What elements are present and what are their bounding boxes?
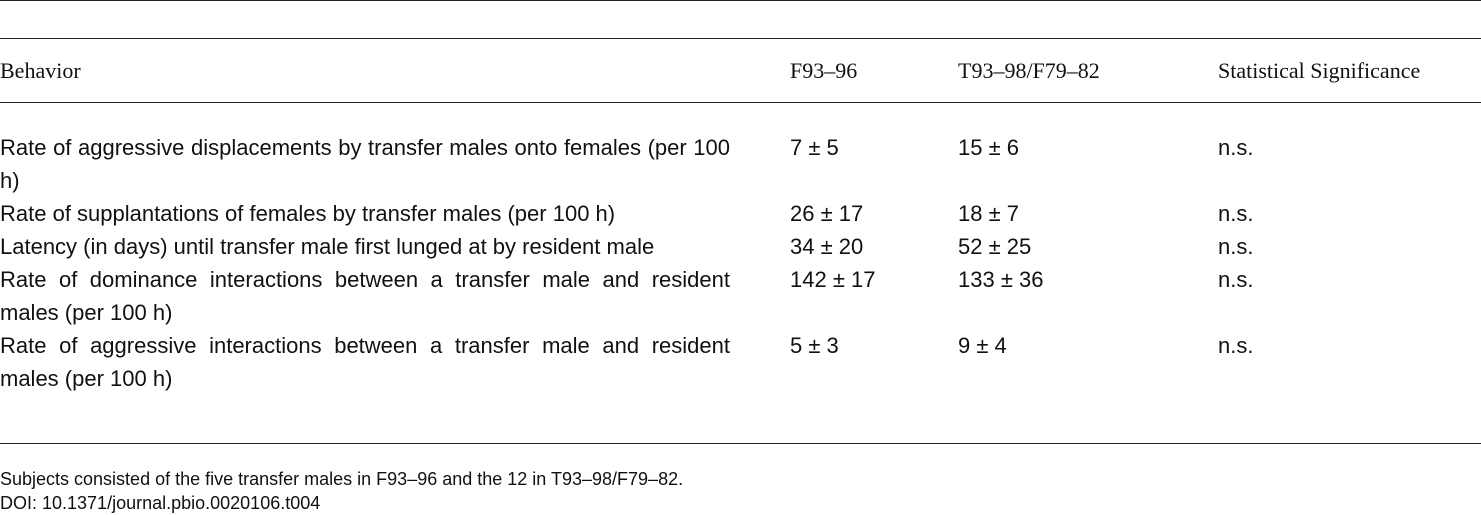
data-table: Behavior F93–96 T93–98/F79–82 Statistical S… (0, 39, 1481, 411)
behavior-cell: Rate of supplantations of females by tra… (0, 201, 616, 226)
bottom-rule (0, 443, 1481, 444)
header-top-rule (0, 38, 1481, 39)
behavior-cell: Rate of dominance interactions between a… (0, 267, 730, 325)
top-rule (0, 0, 1481, 1)
value-cell: n.s. (1218, 135, 1254, 160)
table-row: Rate of aggressive displacements by tran… (0, 102, 1481, 197)
value-cell: 18 ± 7 (958, 201, 1020, 226)
value-cell: 9 ± 4 (958, 333, 1007, 358)
column-header: Behavior (0, 57, 81, 83)
value-cell: 34 ± 20 (790, 234, 864, 259)
value-cell: 7 ± 5 (790, 135, 839, 160)
value-cell: n.s. (1218, 201, 1254, 226)
header-bottom-rule (0, 102, 1481, 103)
value-cell: n.s. (1218, 267, 1254, 292)
table-row: Rate of aggressive interactions between … (0, 329, 1481, 411)
doi: DOI: 10.1371/journal.pbio.0020106.t004 (0, 493, 321, 513)
table-body: Rate of aggressive displacements by tran… (0, 102, 1481, 411)
value-cell: 133 ± 36 (958, 267, 1044, 292)
table-header: Behavior F93–96 T93–98/F79–82 Statistical S… (0, 39, 1481, 102)
table-row: Latency (in days) until transfer male fi… (0, 230, 1481, 263)
column-header: F93–96 (790, 57, 858, 83)
value-cell: 5 ± 3 (790, 333, 839, 358)
table-row: Rate of supplantations of females by tra… (0, 197, 1481, 230)
value-cell: 142 ± 17 (790, 267, 876, 292)
footnote: Subjects consisted of the five transfer … (0, 469, 684, 489)
behavior-cell: Latency (in days) until transfer male fi… (0, 234, 655, 259)
value-cell: 15 ± 6 (958, 135, 1020, 160)
behavior-cell: Rate of aggressive interactions between … (0, 333, 730, 391)
value-cell: 52 ± 25 (958, 234, 1032, 259)
header-row: Behavior F93–96 T93–98/F79–82 Statistical S… (0, 39, 1481, 102)
column-header: T93–98/F79–82 (958, 57, 1100, 83)
table-row: Rate of dominance interactions between a… (0, 263, 1481, 329)
column-header: Statistical Significance (1218, 57, 1421, 83)
value-cell: n.s. (1218, 333, 1254, 358)
value-cell: n.s. (1218, 234, 1254, 259)
behavior-cell: Rate of aggressive displacements by tran… (0, 135, 730, 193)
value-cell: 26 ± 17 (790, 201, 864, 226)
